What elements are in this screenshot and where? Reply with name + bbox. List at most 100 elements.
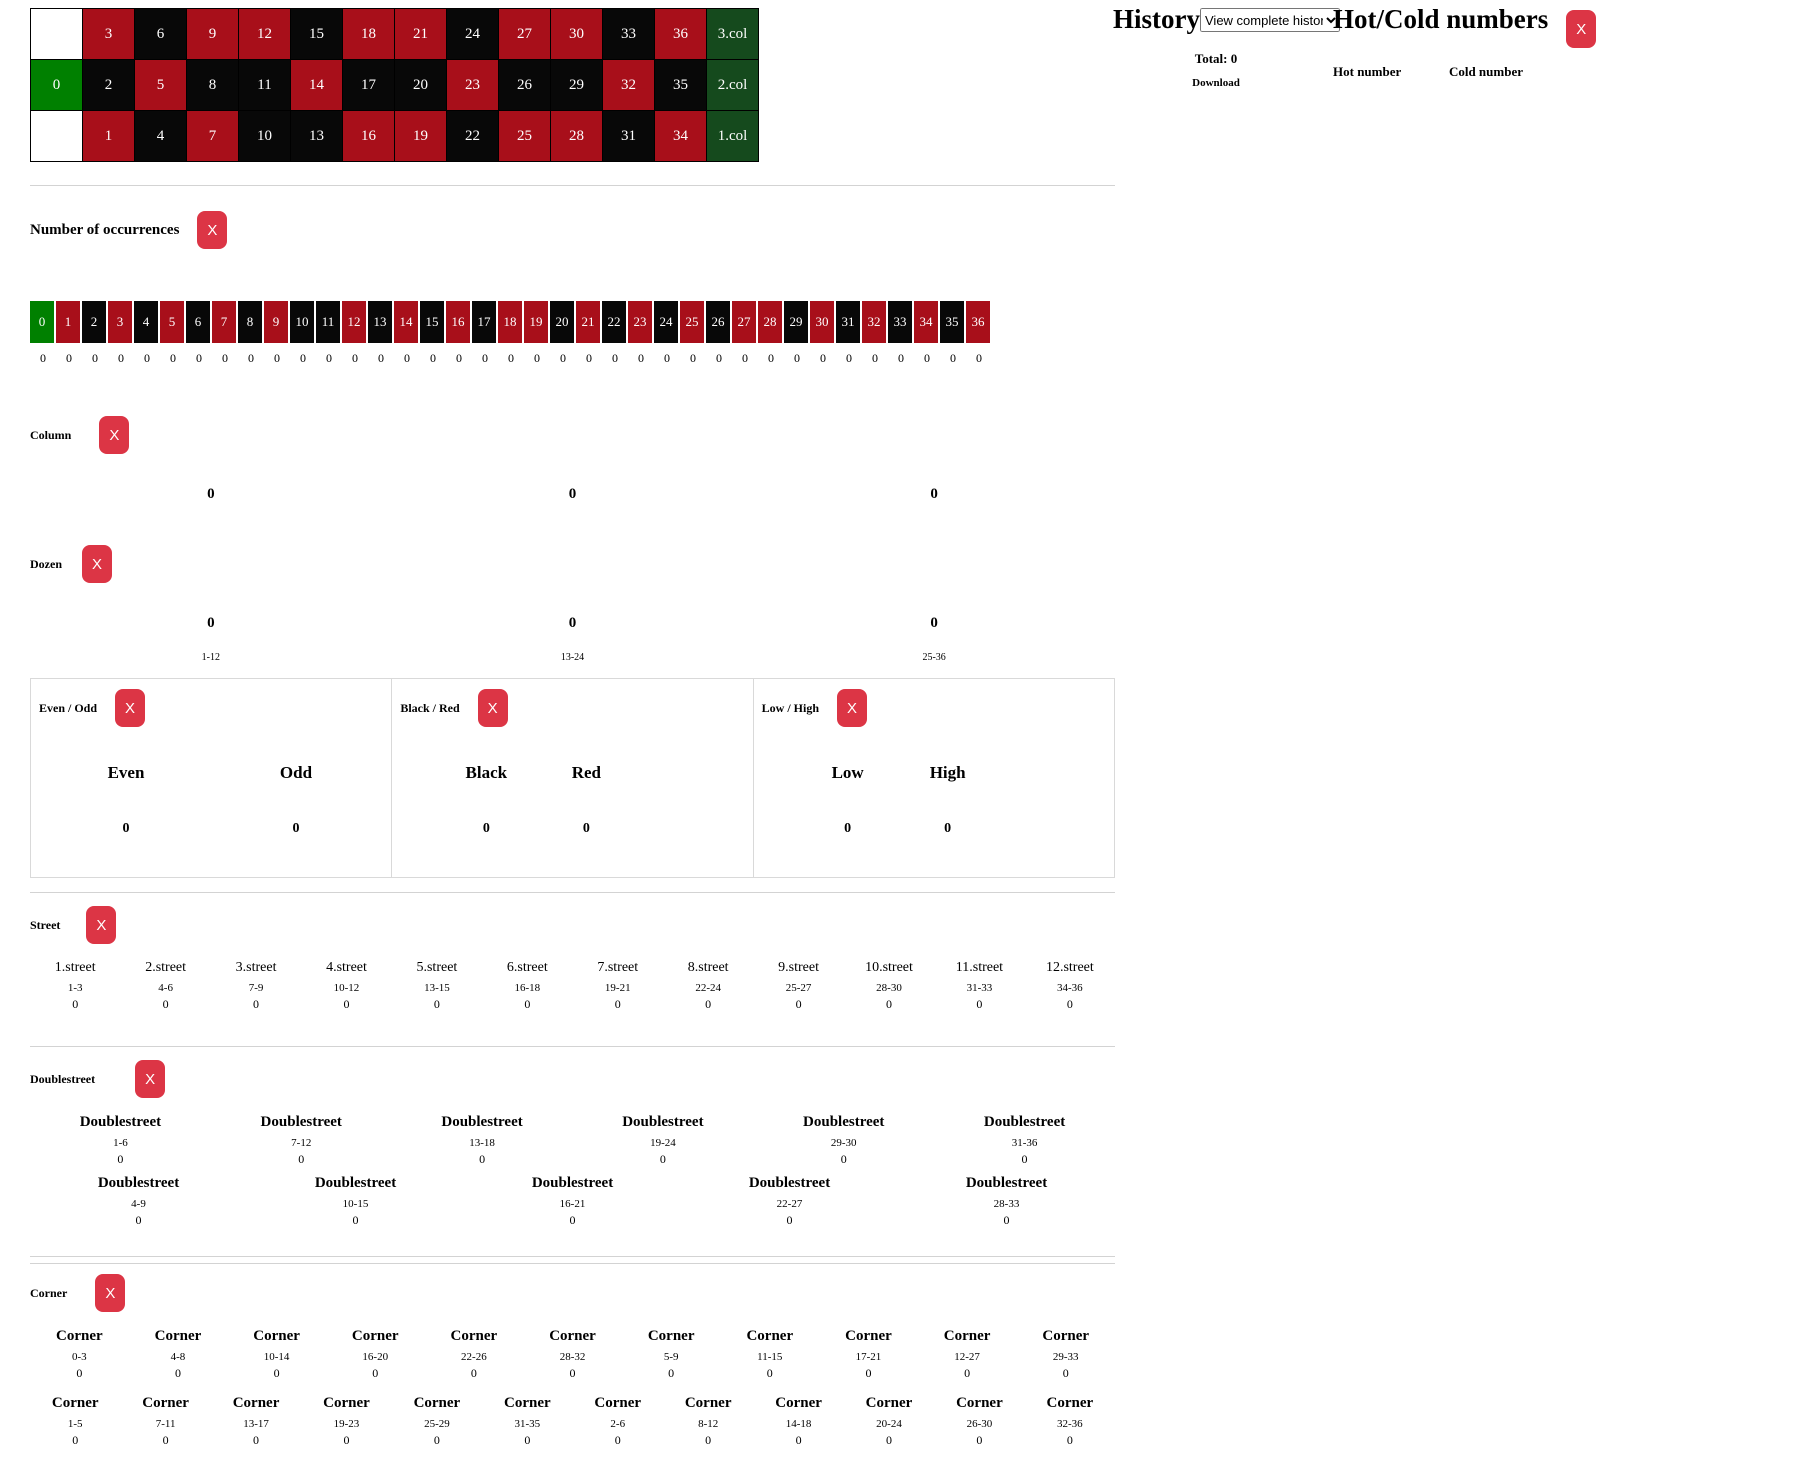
doublestreet-name-1-6: Doublestreet bbox=[79, 1114, 162, 1130]
occurrence-count-20: 0 bbox=[560, 351, 566, 365]
street-name-10-12: 4.street bbox=[326, 960, 367, 975]
board-cell-6[interactable]: 6 bbox=[134, 8, 187, 60]
even-label: Even bbox=[107, 763, 145, 782]
corner-range-20-24: 20-24 bbox=[876, 1418, 902, 1430]
board-cell-5[interactable]: 5 bbox=[134, 59, 187, 111]
board-cell-9[interactable]: 9 bbox=[186, 8, 239, 60]
doublestreet-item-28-33: Doublestreet 28-33 0 bbox=[898, 1175, 1115, 1228]
occurrence-count-32: 0 bbox=[872, 351, 878, 365]
board-cell-1-col[interactable]: 1.col bbox=[706, 110, 759, 162]
board-cell-18[interactable]: 18 bbox=[342, 8, 395, 60]
board-cell-35[interactable]: 35 bbox=[654, 59, 707, 111]
corner-item-10-14: Corner 10-14 0 bbox=[227, 1328, 326, 1381]
board-cell-24[interactable]: 24 bbox=[446, 8, 499, 60]
doublestreet-value-28-33: 0 bbox=[1003, 1213, 1010, 1227]
corner-close-button[interactable]: X bbox=[95, 1274, 126, 1312]
board-cell-25[interactable]: 25 bbox=[498, 110, 551, 162]
board-cell-23[interactable]: 23 bbox=[446, 59, 499, 111]
board-cell-19[interactable]: 19 bbox=[394, 110, 447, 162]
dozen-close-button[interactable]: X bbox=[82, 545, 112, 583]
corner-item-7-11: Corner 7-11 0 bbox=[120, 1395, 210, 1448]
corner-item-0-3: Corner 0-3 0 bbox=[30, 1328, 129, 1381]
board-cell-36[interactable]: 36 bbox=[654, 8, 707, 60]
board-cell-29[interactable]: 29 bbox=[550, 59, 603, 111]
panel-black-red-close-button[interactable]: X bbox=[477, 689, 508, 727]
red-label: Red bbox=[571, 763, 601, 782]
occurrence-number-30: 30 bbox=[810, 301, 834, 343]
board-cell-13[interactable]: 13 bbox=[290, 110, 343, 162]
board-cell-8[interactable]: 8 bbox=[186, 59, 239, 111]
board-cell-2-col[interactable]: 2.col bbox=[706, 59, 759, 111]
board-cell-31[interactable]: 31 bbox=[602, 110, 655, 162]
board-cell-1[interactable]: 1 bbox=[82, 110, 135, 162]
occurrences-close-button[interactable]: X bbox=[197, 211, 228, 249]
board-cell-16[interactable]: 16 bbox=[342, 110, 395, 162]
street-range-13-15: 13-15 bbox=[424, 982, 450, 994]
board-cell-33[interactable]: 33 bbox=[602, 8, 655, 60]
dozen-header: Dozen X bbox=[30, 545, 1115, 583]
corner-name-11-15: Corner bbox=[746, 1328, 794, 1344]
board-cell-14[interactable]: 14 bbox=[290, 59, 343, 111]
street-name-31-33: 11.street bbox=[955, 960, 1004, 975]
history-panel: History View complete history Total: 0 D… bbox=[1113, 4, 1340, 89]
doublestreet-value-13-18: 0 bbox=[479, 1152, 486, 1166]
column-close-button[interactable]: X bbox=[99, 416, 130, 454]
board-cell-0[interactable]: 0 bbox=[30, 59, 83, 111]
board-cell-15[interactable]: 15 bbox=[290, 8, 343, 60]
occurrence-count-21: 0 bbox=[586, 351, 592, 365]
corner-value-31-35: 0 bbox=[524, 1433, 531, 1447]
board-cell-17[interactable]: 17 bbox=[342, 59, 395, 111]
red-value: 0 bbox=[582, 821, 590, 836]
street-range-1-3: 1-3 bbox=[67, 982, 83, 994]
board-cell-3-col[interactable]: 3.col bbox=[706, 8, 759, 60]
street-item-34-36: 12.street 34-36 0 bbox=[1025, 960, 1115, 1012]
board-cell-26[interactable]: 26 bbox=[498, 59, 551, 111]
board-cell-4[interactable]: 4 bbox=[134, 110, 187, 162]
occurrence-count-3: 0 bbox=[118, 351, 124, 365]
board-cell-30[interactable]: 30 bbox=[550, 8, 603, 60]
board-cell-20[interactable]: 20 bbox=[394, 59, 447, 111]
doublestreet-range-29-30: 29-30 bbox=[830, 1137, 857, 1149]
street-section: Street X 1.street 1-3 0 2.street 4-6 0 3.stree… bbox=[30, 892, 1115, 1047]
corner-value-16-20: 0 bbox=[372, 1366, 379, 1380]
history-total: Total: 0 bbox=[1194, 51, 1238, 66]
board-cell-3[interactable]: 3 bbox=[82, 8, 135, 60]
doublestreet-name-10-15: Doublestreet bbox=[314, 1175, 397, 1191]
panel-even-odd-close-button[interactable]: X bbox=[115, 689, 146, 727]
street-range-10-12: 10-12 bbox=[333, 982, 360, 994]
high-label: High bbox=[929, 763, 966, 782]
hotcold-close-button[interactable]: X bbox=[1566, 10, 1597, 48]
board-cell-7[interactable]: 7 bbox=[186, 110, 239, 162]
board-cell-2[interactable]: 2 bbox=[82, 59, 135, 111]
board-cell-32[interactable]: 32 bbox=[602, 59, 655, 111]
board-cell-10[interactable]: 10 bbox=[238, 110, 291, 162]
corner-range-0-3: 0-3 bbox=[71, 1351, 87, 1363]
corner-value-1-5: 0 bbox=[72, 1433, 79, 1447]
street-close-button[interactable]: X bbox=[86, 906, 117, 944]
corner-name-10-14: Corner bbox=[253, 1328, 300, 1344]
occurrence-number-25: 25 bbox=[680, 301, 704, 343]
board-cell-21[interactable]: 21 bbox=[394, 8, 447, 60]
panel-black-red-title: Black / Red bbox=[400, 700, 460, 715]
occurrence-number-20: 20 bbox=[550, 301, 574, 343]
street-value-16-18: 0 bbox=[524, 997, 531, 1011]
occurrence-number-10: 10 bbox=[290, 301, 314, 343]
board-cell-34[interactable]: 34 bbox=[654, 110, 707, 162]
history-select[interactable]: View complete history bbox=[1200, 8, 1340, 32]
board-cell-28[interactable]: 28 bbox=[550, 110, 603, 162]
doublestreet-close-button[interactable]: X bbox=[135, 1060, 166, 1098]
doublestreet-range-16-21: 16-21 bbox=[559, 1198, 586, 1210]
board-cell-12[interactable]: 12 bbox=[238, 8, 291, 60]
board-cell-22[interactable]: 22 bbox=[446, 110, 499, 162]
occurrence-count-34: 0 bbox=[924, 351, 930, 365]
board-cell-27[interactable]: 27 bbox=[498, 8, 551, 60]
corner-item-25-29: Corner 25-29 0 bbox=[392, 1395, 482, 1448]
corner-item-16-20: Corner 16-20 0 bbox=[326, 1328, 425, 1381]
panel-low-high-close-button[interactable]: X bbox=[837, 689, 868, 727]
corner-value-14-18: 0 bbox=[795, 1433, 802, 1447]
occurrences-section: Number of occurrences X 0 1 2 3 4 5 6 7 8 9 10 11 12… bbox=[30, 185, 1115, 663]
street-value-7-9: 0 bbox=[253, 997, 260, 1011]
download-link[interactable]: Download bbox=[1192, 77, 1240, 89]
board-cell-11[interactable]: 11 bbox=[238, 59, 291, 111]
corner-value-2-6: 0 bbox=[614, 1433, 621, 1447]
